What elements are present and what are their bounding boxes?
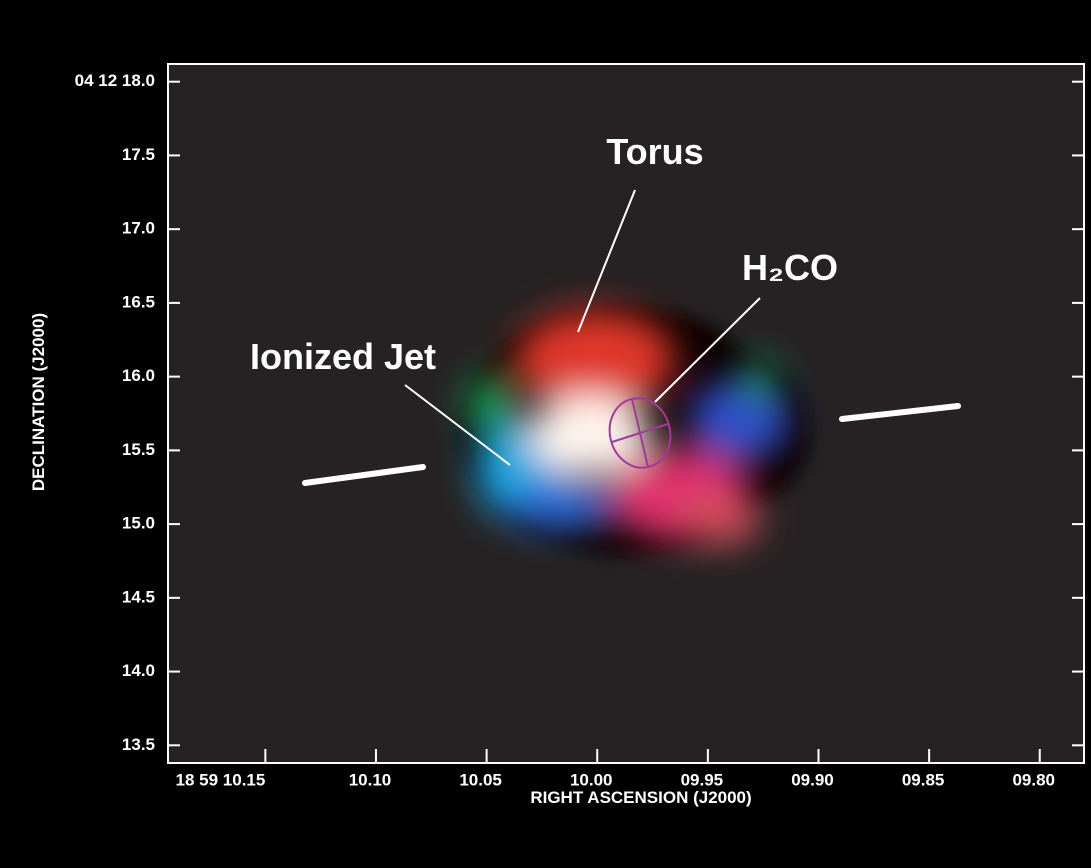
x-tick-label: 09.80 <box>1012 770 1055 789</box>
annotation: Ionized Jet <box>250 336 436 377</box>
x-tick-label: 18 59 10.15 <box>176 770 266 789</box>
x-tick-label: 10.05 <box>459 770 502 789</box>
y-axis-label: DECLINATION (J2000) <box>29 313 48 491</box>
x-tick-label: 10.00 <box>570 770 613 789</box>
y-tick-label: 15.0 <box>122 514 155 533</box>
annotation: H₂CO <box>742 247 838 288</box>
x-tick-label: 09.90 <box>791 770 834 789</box>
x-tick-label: 09.95 <box>681 770 724 789</box>
y-tick-label: 15.5 <box>122 440 155 459</box>
figure: Torus H₂CO Ionized Jet RIGHT ASCENSION (… <box>0 0 1091 863</box>
annotation: Torus <box>606 131 703 172</box>
y-tick-label: 17.5 <box>122 145 155 164</box>
x-tick-label: 09.85 <box>902 770 945 789</box>
y-tick-label: 14.5 <box>122 587 155 606</box>
x-axis-label: RIGHT ASCENSION (J2000) <box>530 788 751 807</box>
y-tick-label: 16.0 <box>122 366 155 385</box>
y-tick-label: 04 12 18.0 <box>75 71 155 90</box>
x-tick-label: 10.10 <box>349 770 392 789</box>
y-tick-label: 13.5 <box>122 735 155 754</box>
y-tick-label: 16.5 <box>122 292 155 311</box>
y-tick-label: 14.0 <box>122 661 155 680</box>
y-tick-label: 17.0 <box>122 219 155 238</box>
